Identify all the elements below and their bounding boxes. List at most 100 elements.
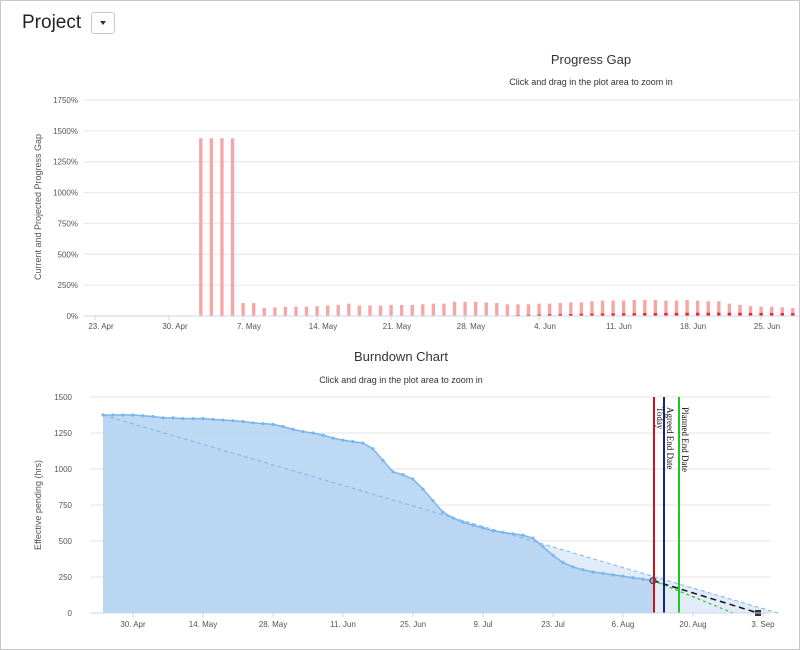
projection-line: [652, 579, 759, 614]
gap-bar: [748, 306, 753, 316]
burn-x-tick-label: 14. May: [189, 620, 217, 629]
gap-bar: [643, 299, 647, 316]
gap-bar: [579, 302, 584, 316]
gap-bar: [347, 303, 351, 316]
gap-projected-bar: [717, 312, 721, 316]
gap-projected-bar: [621, 313, 626, 316]
gap-bar: [706, 301, 710, 316]
actual-point: [561, 561, 565, 565]
actual-point: [131, 413, 135, 417]
actual-point: [431, 499, 435, 503]
burn-y-tick-label: 1500: [54, 393, 72, 402]
burn-x-tick-label: 23. Jul: [541, 620, 565, 629]
gap-y-tick-label: 250%: [58, 281, 78, 290]
actual-point: [171, 416, 175, 420]
gap-bar: [304, 306, 309, 316]
gap-x-tick-label: 4. Jun: [534, 322, 556, 331]
gap-bar: [251, 303, 256, 316]
gap-bar: [283, 306, 288, 316]
gap-x-tick-label: 7. May: [237, 322, 261, 331]
actual-point: [201, 417, 205, 421]
gap-projected-bar: [537, 314, 541, 316]
gap-projected-bar: [579, 313, 584, 316]
actual-point: [251, 421, 255, 425]
actual-point: [361, 441, 365, 445]
marker-label-2: Planned End Date: [680, 407, 690, 472]
burn-x-tick-label: 20. Aug: [679, 620, 706, 629]
actual-point: [151, 414, 155, 419]
gap-bar: [537, 303, 541, 316]
gap-bar: [547, 303, 552, 316]
gap-projected-bar: [791, 313, 795, 316]
actual-point: [511, 532, 515, 536]
actual-point: [281, 424, 285, 429]
gap-bar: [505, 304, 510, 316]
gap-bar: [495, 303, 499, 316]
gap-bar: [421, 304, 425, 316]
actual-point: [121, 413, 125, 417]
gap-projected-bar: [780, 313, 784, 316]
gap-projected-bar: [643, 313, 647, 316]
actual-point: [161, 416, 165, 420]
actual-point: [551, 553, 555, 558]
planned-projection-line: [652, 580, 734, 614]
gap-y-tick-label: 0%: [66, 312, 78, 321]
actual-point: [211, 417, 215, 421]
actual-point: [401, 473, 405, 477]
actual-point: [521, 533, 525, 537]
actual-point: [141, 414, 145, 418]
actual-point: [481, 526, 485, 530]
gap-bar: [463, 301, 467, 316]
gap-bar: [410, 304, 414, 316]
gap-projected-bar: [632, 313, 636, 316]
actual-point: [471, 523, 475, 527]
gap-bar: [632, 299, 636, 316]
gap-bar: [241, 303, 245, 316]
gap-bar: [336, 304, 340, 316]
burndown-title: Burndown Chart: [354, 349, 448, 364]
gap-bar: [442, 303, 446, 316]
gap-projected-bar: [685, 312, 689, 316]
gap-bar: [294, 306, 298, 316]
actual-point: [371, 447, 375, 451]
actual-point: [621, 574, 625, 578]
ideal-line: [102, 414, 779, 614]
gap-x-tick-label: 23. Apr: [88, 322, 114, 331]
gap-bar: [399, 304, 404, 316]
gap-bar: [791, 307, 795, 316]
actual-point: [241, 419, 245, 424]
actual-point: [111, 413, 115, 417]
burn-y-tick-label: 1250: [54, 429, 72, 438]
gap-projected-bar: [611, 313, 615, 316]
gap-bar: [780, 307, 784, 316]
gap-bar: [357, 305, 362, 316]
actual-point: [181, 417, 185, 421]
gap-bar: [230, 138, 235, 316]
gap-projected-bar: [769, 313, 774, 316]
burn-y-tick-label: 250: [59, 573, 73, 582]
gap-bar: [368, 305, 372, 316]
actual-point: [411, 477, 415, 481]
gap-bar: [273, 307, 277, 316]
gap-bar: [378, 305, 383, 316]
gap-projected-bar: [569, 314, 573, 316]
actual-point: [341, 438, 345, 442]
burn-x-tick-label: 30. Apr: [120, 620, 146, 629]
actual-point: [611, 573, 615, 577]
project-dropdown-button[interactable]: [91, 12, 116, 34]
gap-x-tick-label: 18. Jun: [680, 322, 706, 331]
burn-x-tick-label: 28. May: [259, 620, 287, 629]
page-header: Project: [22, 10, 116, 36]
burn-x-tick-label: 25. Jun: [400, 620, 426, 629]
actual-point: [421, 487, 425, 491]
gap-bar: [621, 300, 626, 316]
progress-gap-chart[interactable]: Progress Gap Click and drag in the plot …: [0, 0, 800, 340]
actual-point: [631, 576, 635, 580]
actual-line: [103, 414, 654, 582]
actual-point: [221, 418, 225, 422]
actual-point: [271, 422, 275, 426]
gap-bar: [611, 300, 615, 316]
gap-bar: [389, 304, 393, 316]
burn-x-tick-label: 9. Jul: [473, 620, 492, 629]
